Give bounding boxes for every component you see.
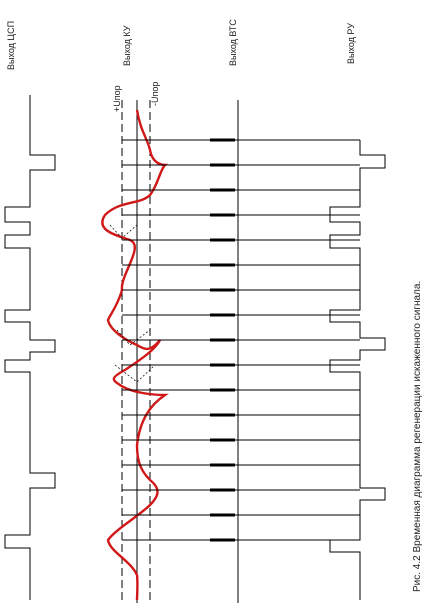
caption: Рис. 4.2 Временная диаграмма регенерации…: [412, 281, 423, 592]
ru-signal: [329, 140, 386, 600]
label-minus: -Uпор: [150, 82, 160, 106]
label-plus: +Uпор: [112, 85, 122, 112]
label-ku: Выход КУ: [122, 25, 132, 66]
auxiliary-lines: [109, 224, 156, 383]
label-vts: Выход ВТС: [228, 19, 238, 66]
label-ru: Выход РУ: [346, 23, 356, 64]
csp-signal: [4, 95, 56, 600]
label-csp: Выход ЦСП: [6, 21, 16, 70]
layout: [4, 95, 386, 603]
ku-curve: [101, 109, 169, 601]
